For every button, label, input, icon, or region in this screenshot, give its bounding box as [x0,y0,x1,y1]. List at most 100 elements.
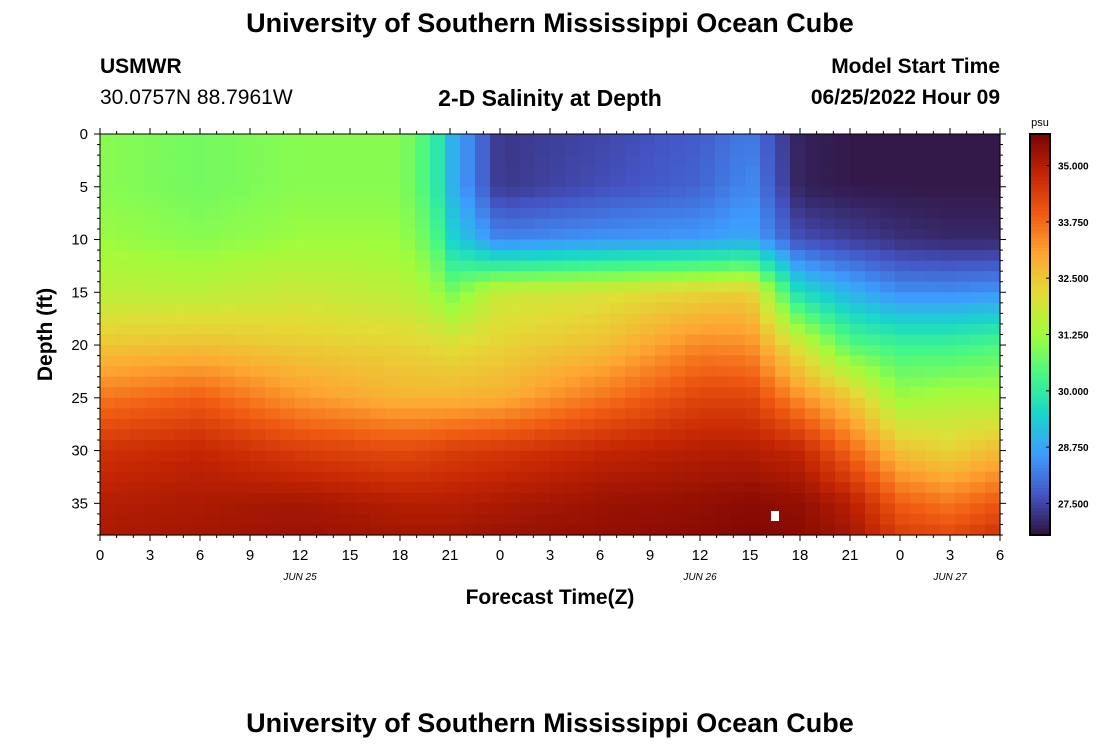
heatmap-cell [505,260,521,272]
heatmap-cell [670,461,686,473]
heatmap-cell [805,397,821,409]
heatmap-cell [340,503,356,515]
heatmap-cell [670,387,686,399]
heatmap-cell [100,513,116,526]
heatmap-cell [655,134,671,146]
heatmap-cell [550,218,566,230]
heatmap-cell [115,461,131,473]
heatmap-cell [160,524,176,536]
heatmap-cell [490,471,506,483]
heatmap-cell [865,144,881,156]
heatmap-cell [145,482,161,494]
colorbar-step [1030,200,1050,205]
colorbar-step [1030,134,1050,138]
heatmap-cell [175,186,191,198]
heatmap-cell [265,376,281,388]
heatmap-cell [940,281,956,293]
heatmap-cell [610,260,626,272]
heatmap-cell [805,461,821,473]
heatmap-cell [565,250,581,262]
heatmap-cell [535,134,551,146]
x-tick-label: 0 [496,547,504,564]
heatmap-cell [400,334,416,346]
heatmap-cell [190,482,206,494]
heatmap-cell [340,355,356,367]
heatmap-cell [310,471,326,483]
heatmap-cell [595,186,611,198]
colorbar-step [1030,234,1050,239]
heatmap-cell [865,492,881,504]
heatmap-cell [895,228,911,241]
heatmap-cell [100,218,116,230]
heatmap-cell [400,387,416,399]
heatmap-cell [550,450,566,462]
heatmap-cell [100,250,116,262]
heatmap-cell [910,155,926,167]
heatmap-cell [250,471,266,483]
colorbar-step [1030,271,1050,275]
heatmap-cell [235,366,251,378]
heatmap-cell [805,197,821,209]
heatmap-cell [130,440,146,452]
heatmap-cell [460,397,476,409]
heatmap-cell [145,260,161,272]
station-name: USMWR [100,55,182,78]
heatmap-cell [115,429,131,441]
heatmap-cell [205,281,221,293]
heatmap-cell [235,482,251,494]
heatmap-cell [475,418,491,431]
heatmap-cell [340,471,356,483]
heatmap-cell [535,429,551,441]
heatmap-cell [805,165,821,177]
heatmap-cell [820,239,836,251]
heatmap-cell [250,144,266,156]
heatmap-cell [280,302,296,314]
colorbar-step [1030,230,1050,235]
heatmap-cell [805,271,821,283]
heatmap-cell [160,302,176,314]
heatmap-cell [115,144,131,156]
heatmap-cell [760,302,776,314]
heatmap-cell [100,408,116,420]
heatmap-cell [460,176,476,188]
colorbar-step [1030,408,1050,412]
heatmap-cell [880,260,896,272]
heatmap-cell [670,207,686,220]
heatmap-cell [655,323,671,336]
heatmap-cell [790,165,806,177]
heatmap-cell [835,197,851,209]
heatmap-cell [850,197,866,209]
heatmap-cell [415,334,431,346]
heatmap-cell [175,334,191,346]
heatmap-cell [355,503,371,515]
heatmap-cell [670,144,686,156]
heatmap-cell [625,302,641,314]
heatmap-cell [100,471,116,483]
heatmap-cell [925,155,941,167]
heatmap-cell [925,345,941,357]
heatmap-cell [880,408,896,420]
heatmap-cell [130,144,146,156]
heatmap-cell [415,134,431,146]
heatmap-cell [310,418,326,431]
heatmap-cell [535,524,551,536]
heatmap-cell [490,292,506,304]
heatmap-cell [850,155,866,167]
colorbar-step [1030,394,1050,399]
heatmap-cell [220,387,236,399]
heatmap-cell [580,207,596,220]
heatmap-cell [865,218,881,230]
heatmap-cell [400,186,416,198]
heatmap-cell [280,503,296,515]
heatmap-cell [295,260,311,272]
heatmap-cell [520,165,536,177]
heatmap-cell [430,408,446,420]
heatmap-cell [295,134,311,146]
heatmap-cell [775,450,791,462]
heatmap-cell [640,292,656,304]
heatmap-cell [985,503,1001,515]
heatmap-cell [325,260,341,272]
heatmap-cell [400,492,416,504]
heatmap-cell [175,134,191,146]
heatmap-cell [310,176,326,188]
